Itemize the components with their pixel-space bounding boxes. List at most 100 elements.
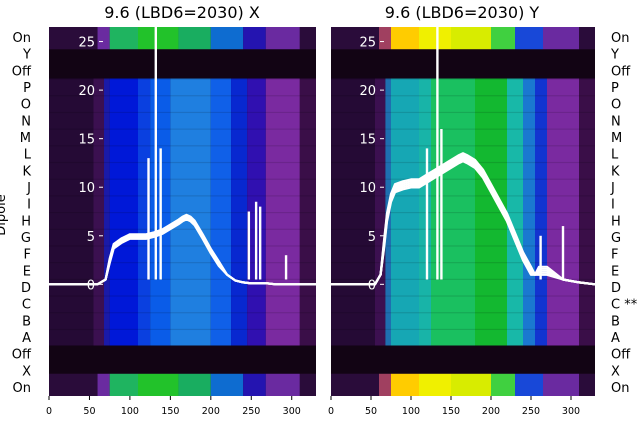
heatmap-off-strip (331, 49, 595, 79)
x-tick-label: 250 (242, 406, 260, 417)
x-tick-label: 200 (482, 406, 500, 417)
y-tick-label: 15 (359, 133, 376, 148)
y-tick-label: 10 (359, 181, 376, 196)
heatmap-off-strip (49, 345, 316, 374)
row-label: On (611, 381, 629, 396)
row-stripe (49, 262, 316, 264)
heatmap-cell-bottom (109, 373, 138, 396)
y-tick-label: 0 (87, 278, 95, 293)
row-label: L (611, 148, 619, 163)
row-label: Off (12, 64, 32, 79)
row-stripe (49, 228, 316, 230)
row-label: P (23, 81, 31, 96)
row-label: On (13, 31, 31, 46)
row-stripe (331, 295, 595, 297)
row-stripe (331, 128, 595, 130)
heatmap-cell-bottom (419, 373, 451, 396)
y-tick-label: 20 (78, 84, 95, 99)
row-stripe (49, 328, 316, 331)
row-label: C ** (611, 298, 638, 313)
row-label: A (22, 331, 31, 346)
x-tick-label: 50 (83, 406, 95, 417)
heatmap-cell-top (419, 27, 451, 50)
y-tick-label: 25 (78, 36, 95, 51)
y-tick-label: 5 (368, 230, 376, 245)
x-tick-label: 300 (283, 406, 301, 417)
row-stripe (49, 278, 316, 280)
row-label: G (611, 231, 621, 246)
heatmap-cell-bottom (243, 373, 266, 396)
row-label: E (23, 264, 31, 279)
row-label: J (610, 181, 615, 196)
row-stripe (49, 95, 316, 97)
row-label: B (611, 314, 620, 329)
y-tick-label: 5 (87, 230, 95, 245)
row-stripe (49, 128, 316, 130)
heatmap-off-strip (49, 49, 316, 79)
chart-title: 9.6 (LBD6=2030) X (104, 3, 260, 22)
heatmap-cell (170, 78, 211, 346)
heatmap-cell (391, 78, 419, 346)
x-tick-label: 150 (442, 406, 460, 417)
heatmap-cell (523, 78, 535, 346)
row-stripe (49, 295, 316, 297)
row-stripe (49, 312, 316, 314)
row-label: N (21, 114, 31, 129)
heatmap-cell-bottom (579, 373, 595, 396)
heatmap-cell-top (49, 27, 98, 50)
row-label: J (26, 181, 31, 196)
x-tick-label: 0 (46, 406, 52, 417)
row-stripe (49, 78, 316, 80)
row-label: Off (611, 348, 631, 363)
row-label: O (21, 98, 31, 113)
heatmap-cell-top (210, 27, 244, 50)
row-stripe (331, 278, 595, 280)
heatmap-cell-top (543, 27, 579, 50)
y-tick-label: 15 (78, 133, 95, 148)
heatmap-cell-top (243, 27, 266, 50)
heatmap-cell-bottom (379, 373, 391, 396)
heatmap-cell (109, 78, 138, 346)
row-label: F (24, 248, 31, 263)
row-label: Off (611, 64, 631, 79)
x-tick-label: 0 (328, 406, 334, 417)
heatmap-cell (375, 78, 386, 346)
row-label: P (611, 81, 619, 96)
row-stripe (331, 262, 595, 264)
heatmap-cell (138, 78, 151, 346)
heatmap-cell (579, 78, 595, 346)
row-stripe (331, 161, 595, 164)
x-tick-label: 300 (562, 406, 580, 417)
y-tick-label: 25 (359, 36, 376, 51)
row-label: M (611, 131, 622, 146)
row-label: X (611, 364, 620, 379)
heatmap-cell-top (178, 27, 211, 50)
row-stripe (49, 161, 316, 164)
row-stripe (49, 211, 316, 214)
row-label: L (24, 148, 32, 163)
heatmap-cell-bottom (178, 373, 211, 396)
row-stripe (331, 228, 595, 230)
row-label: K (611, 164, 620, 179)
row-label: N (611, 114, 621, 129)
row-stripe (331, 328, 595, 331)
row-stripe (331, 245, 595, 247)
heatmap-cell (507, 78, 523, 346)
heatmap-cell-top (451, 27, 491, 50)
row-label: B (22, 314, 31, 329)
y-tick-label: 0 (368, 278, 376, 293)
row-label: C (22, 298, 31, 313)
row-label: Y (22, 48, 31, 63)
trace-line (331, 160, 595, 286)
chart-title: 9.6 (LBD6=2030) Y (385, 3, 540, 22)
row-stripe (331, 211, 595, 214)
heatmap-cell-top (138, 27, 179, 50)
heatmap-cell (210, 78, 232, 346)
x-tick-label: 200 (202, 406, 220, 417)
row-stripe (331, 195, 595, 197)
trace-line (49, 218, 316, 286)
heatmap-cell-bottom (97, 373, 110, 396)
heatmap-cell-top (579, 27, 595, 50)
heatmap-off-strip (331, 345, 595, 374)
